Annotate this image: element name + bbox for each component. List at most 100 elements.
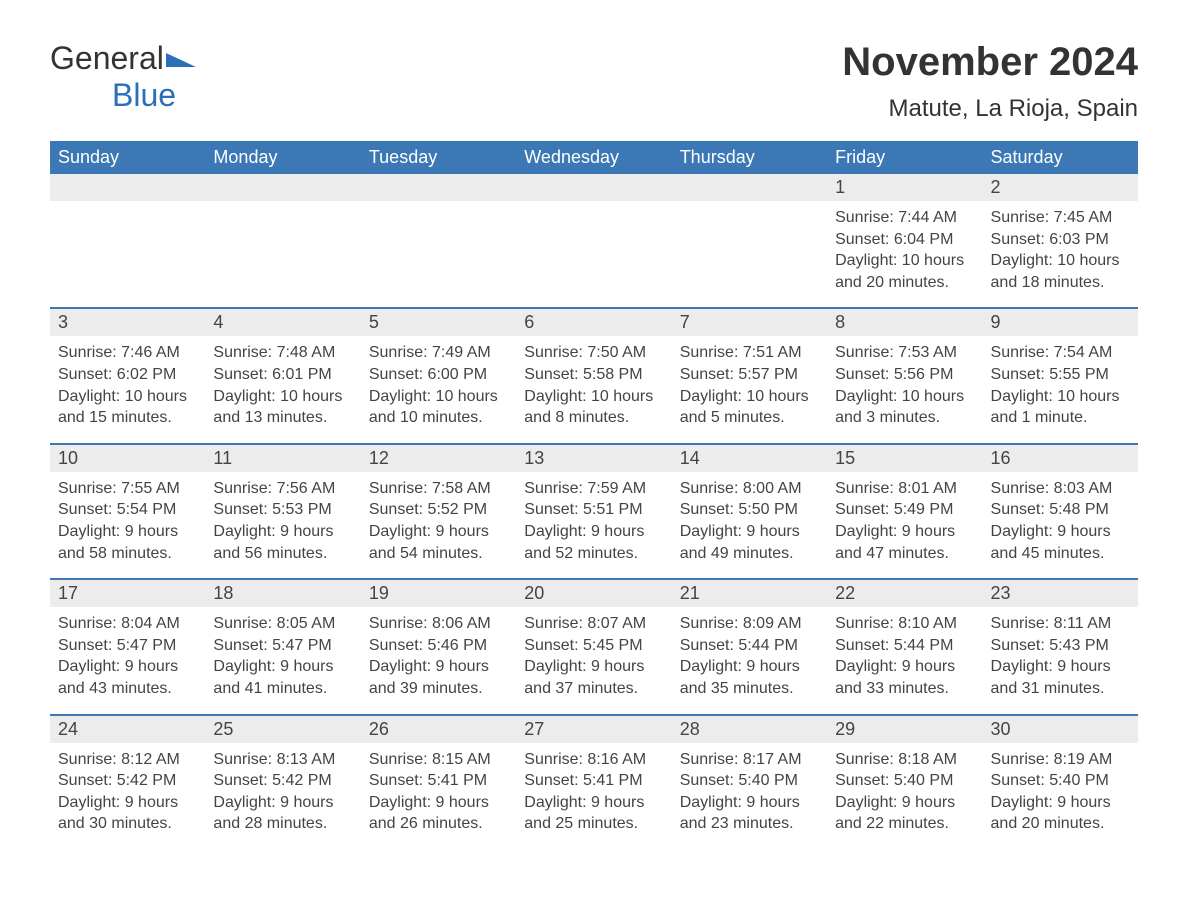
day-number: 26 bbox=[361, 716, 516, 743]
day-cell: 10Sunrise: 7:55 AMSunset: 5:54 PMDayligh… bbox=[50, 445, 205, 578]
daylight-text: Daylight: 10 hours and 20 minutes. bbox=[835, 250, 974, 293]
daylight-text: Daylight: 9 hours and 33 minutes. bbox=[835, 656, 974, 699]
sunrise-text: Sunrise: 7:49 AM bbox=[369, 342, 508, 364]
location-subtitle: Matute, La Rioja, Spain bbox=[842, 95, 1138, 123]
daylight-text: Daylight: 9 hours and 54 minutes. bbox=[369, 521, 508, 564]
sunrise-text: Sunrise: 8:05 AM bbox=[213, 613, 352, 635]
week-row: 24Sunrise: 8:12 AMSunset: 5:42 PMDayligh… bbox=[50, 714, 1138, 849]
day-number: 12 bbox=[361, 445, 516, 472]
day-details: Sunrise: 8:00 AMSunset: 5:50 PMDaylight:… bbox=[672, 472, 827, 564]
daylight-text: Daylight: 10 hours and 15 minutes. bbox=[58, 386, 197, 429]
day-cell: 11Sunrise: 7:56 AMSunset: 5:53 PMDayligh… bbox=[205, 445, 360, 578]
day-number: 5 bbox=[361, 309, 516, 336]
day-number: 15 bbox=[827, 445, 982, 472]
day-number: 3 bbox=[50, 309, 205, 336]
day-cell: 25Sunrise: 8:13 AMSunset: 5:42 PMDayligh… bbox=[205, 716, 360, 849]
day-number: 2 bbox=[983, 174, 1138, 201]
day-cell: 9Sunrise: 7:54 AMSunset: 5:55 PMDaylight… bbox=[983, 309, 1138, 442]
sunset-text: Sunset: 5:57 PM bbox=[680, 364, 819, 386]
day-cell: 14Sunrise: 8:00 AMSunset: 5:50 PMDayligh… bbox=[672, 445, 827, 578]
day-details: Sunrise: 8:16 AMSunset: 5:41 PMDaylight:… bbox=[516, 743, 671, 835]
sunrise-text: Sunrise: 7:50 AM bbox=[524, 342, 663, 364]
day-cell: 12 Sunrise: 7:58 AMSunset: 5:52 PMDayligh… bbox=[361, 445, 516, 578]
sunset-text: Sunset: 5:58 PM bbox=[524, 364, 663, 386]
day-cell: 19Sunrise: 8:06 AMSunset: 5:46 PMDayligh… bbox=[361, 580, 516, 713]
day-number: 18 bbox=[205, 580, 360, 607]
weekday-header: Wednesday bbox=[516, 141, 671, 174]
day-cell: 30Sunrise: 8:19 AMSunset: 5:40 PMDayligh… bbox=[983, 716, 1138, 849]
sunset-text: Sunset: 5:40 PM bbox=[991, 770, 1130, 792]
sunrise-text: Sunrise: 8:09 AM bbox=[680, 613, 819, 635]
sunset-text: Sunset: 5:40 PM bbox=[680, 770, 819, 792]
weekday-header: Tuesday bbox=[361, 141, 516, 174]
sunrise-text: Sunrise: 7:58 AM bbox=[369, 478, 508, 500]
sunset-text: Sunset: 5:44 PM bbox=[680, 635, 819, 657]
sunset-text: Sunset: 5:41 PM bbox=[524, 770, 663, 792]
calendar-page: General Blue November 2024 Matute, La Ri… bbox=[0, 0, 1188, 889]
sunrise-text: Sunrise: 8:00 AM bbox=[680, 478, 819, 500]
day-details: Sunrise: 8:04 AMSunset: 5:47 PMDaylight:… bbox=[50, 607, 205, 699]
day-details: Sunrise: 8:17 AMSunset: 5:40 PMDaylight:… bbox=[672, 743, 827, 835]
daylight-text: Daylight: 9 hours and 25 minutes. bbox=[524, 792, 663, 835]
sunset-text: Sunset: 5:50 PM bbox=[680, 499, 819, 521]
day-number: . bbox=[361, 174, 516, 201]
day-details: Sunrise: 8:09 AMSunset: 5:44 PMDaylight:… bbox=[672, 607, 827, 699]
sunset-text: Sunset: 6:03 PM bbox=[991, 229, 1130, 251]
sunset-text: Sunset: 5:49 PM bbox=[835, 499, 974, 521]
day-details: Sunrise: 7:48 AMSunset: 6:01 PMDaylight:… bbox=[205, 336, 360, 428]
daylight-text: Daylight: 9 hours and 22 minutes. bbox=[835, 792, 974, 835]
sunset-text: Sunset: 5:45 PM bbox=[524, 635, 663, 657]
day-number: 24 bbox=[50, 716, 205, 743]
day-details: Sunrise: 7:45 AMSunset: 6:03 PMDaylight:… bbox=[983, 201, 1138, 293]
day-number: . bbox=[516, 174, 671, 201]
day-number: 10 bbox=[50, 445, 205, 472]
day-number: 20 bbox=[516, 580, 671, 607]
day-cell: . bbox=[672, 174, 827, 307]
weekday-header: Monday bbox=[205, 141, 360, 174]
daylight-text: Daylight: 9 hours and 45 minutes. bbox=[991, 521, 1130, 564]
daylight-text: Daylight: 9 hours and 47 minutes. bbox=[835, 521, 974, 564]
sunset-text: Sunset: 5:52 PM bbox=[369, 499, 508, 521]
sunrise-text: Sunrise: 8:16 AM bbox=[524, 749, 663, 771]
day-details: Sunrise: 8:05 AMSunset: 5:47 PMDaylight:… bbox=[205, 607, 360, 699]
sunrise-text: Sunrise: 8:03 AM bbox=[991, 478, 1130, 500]
day-cell: . bbox=[50, 174, 205, 307]
sunrise-text: Sunrise: 8:06 AM bbox=[369, 613, 508, 635]
sunset-text: Sunset: 6:01 PM bbox=[213, 364, 352, 386]
day-details: Sunrise: 7:55 AMSunset: 5:54 PMDaylight:… bbox=[50, 472, 205, 564]
day-cell: 26Sunrise: 8:15 AMSunset: 5:41 PMDayligh… bbox=[361, 716, 516, 849]
sunrise-text: Sunrise: 7:51 AM bbox=[680, 342, 819, 364]
sunset-text: Sunset: 5:48 PM bbox=[991, 499, 1130, 521]
day-cell: 2Sunrise: 7:45 AMSunset: 6:03 PMDaylight… bbox=[983, 174, 1138, 307]
sunrise-text: Sunrise: 7:48 AM bbox=[213, 342, 352, 364]
day-details: Sunrise: 7:56 AMSunset: 5:53 PMDaylight:… bbox=[205, 472, 360, 564]
day-details: Sunrise: 8:03 AMSunset: 5:48 PMDaylight:… bbox=[983, 472, 1138, 564]
sunrise-text: Sunrise: 8:17 AM bbox=[680, 749, 819, 771]
day-number: 8 bbox=[827, 309, 982, 336]
day-number: 13 bbox=[516, 445, 671, 472]
sunrise-text: Sunrise: 7:55 AM bbox=[58, 478, 197, 500]
sunset-text: Sunset: 5:43 PM bbox=[991, 635, 1130, 657]
day-number: 21 bbox=[672, 580, 827, 607]
sunrise-text: Sunrise: 7:54 AM bbox=[991, 342, 1130, 364]
daylight-text: Daylight: 10 hours and 10 minutes. bbox=[369, 386, 508, 429]
day-details: Sunrise: 8:12 AMSunset: 5:42 PMDaylight:… bbox=[50, 743, 205, 835]
daylight-text: Daylight: 9 hours and 35 minutes. bbox=[680, 656, 819, 699]
sunset-text: Sunset: 5:44 PM bbox=[835, 635, 974, 657]
sunrise-text: Sunrise: 8:15 AM bbox=[369, 749, 508, 771]
day-cell: 24Sunrise: 8:12 AMSunset: 5:42 PMDayligh… bbox=[50, 716, 205, 849]
day-cell: 7Sunrise: 7:51 AMSunset: 5:57 PMDaylight… bbox=[672, 309, 827, 442]
daylight-text: Daylight: 9 hours and 56 minutes. bbox=[213, 521, 352, 564]
sunrise-text: Sunrise: 7:56 AM bbox=[213, 478, 352, 500]
daylight-text: Daylight: 9 hours and 26 minutes. bbox=[369, 792, 508, 835]
sunset-text: Sunset: 5:55 PM bbox=[991, 364, 1130, 386]
sunrise-text: Sunrise: 7:53 AM bbox=[835, 342, 974, 364]
day-details: Sunrise: 8:10 AMSunset: 5:44 PMDaylight:… bbox=[827, 607, 982, 699]
day-number: 17 bbox=[50, 580, 205, 607]
day-details: Sunrise: 8:13 AMSunset: 5:42 PMDaylight:… bbox=[205, 743, 360, 835]
day-details: Sunrise: 8:18 AMSunset: 5:40 PMDaylight:… bbox=[827, 743, 982, 835]
day-number: 9 bbox=[983, 309, 1138, 336]
sunrise-text: Sunrise: 7:59 AM bbox=[524, 478, 663, 500]
day-details: Sunrise: 7:44 AMSunset: 6:04 PMDaylight:… bbox=[827, 201, 982, 293]
daylight-text: Daylight: 10 hours and 13 minutes. bbox=[213, 386, 352, 429]
